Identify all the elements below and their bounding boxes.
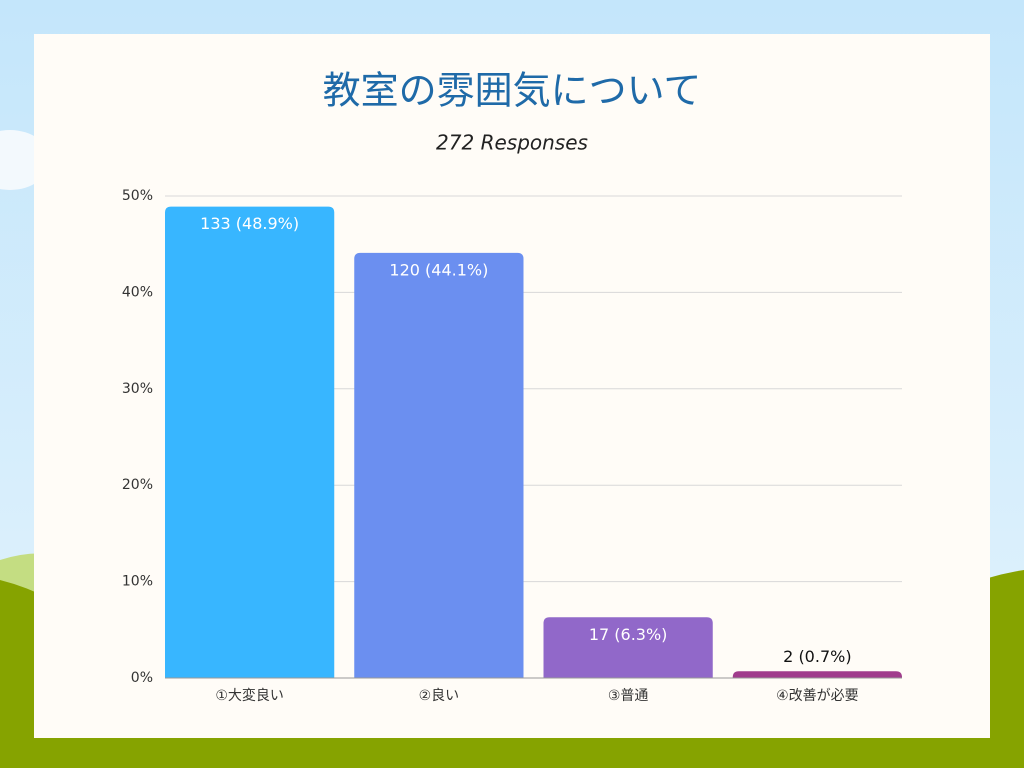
chart-subtitle: 272 Responses bbox=[436, 131, 588, 155]
chart-title: 教室の雰囲気について bbox=[323, 69, 702, 113]
y-tick-label: 40% bbox=[122, 284, 153, 300]
x-tick-label: ③普通 bbox=[608, 688, 649, 704]
y-tick-label: 30% bbox=[122, 381, 153, 397]
x-tick-label: ④改善が必要 bbox=[776, 688, 859, 704]
y-tick-label: 50% bbox=[122, 188, 153, 204]
data-label: 2 (0.7%) bbox=[783, 647, 851, 666]
y-tick-label: 0% bbox=[131, 670, 153, 686]
bar bbox=[165, 206, 335, 678]
x-tick-label: ②良い bbox=[419, 688, 460, 704]
y-tick-label: 10% bbox=[122, 574, 153, 590]
data-label: 133 (48.9%) bbox=[200, 214, 299, 233]
data-label: 17 (6.3%) bbox=[589, 625, 668, 644]
bar bbox=[543, 617, 713, 678]
bar bbox=[354, 252, 524, 678]
x-tick-label: ①大変良い bbox=[215, 687, 284, 704]
bar bbox=[732, 671, 902, 678]
y-tick-label: 20% bbox=[122, 477, 153, 493]
data-label: 120 (44.1%) bbox=[389, 260, 488, 279]
